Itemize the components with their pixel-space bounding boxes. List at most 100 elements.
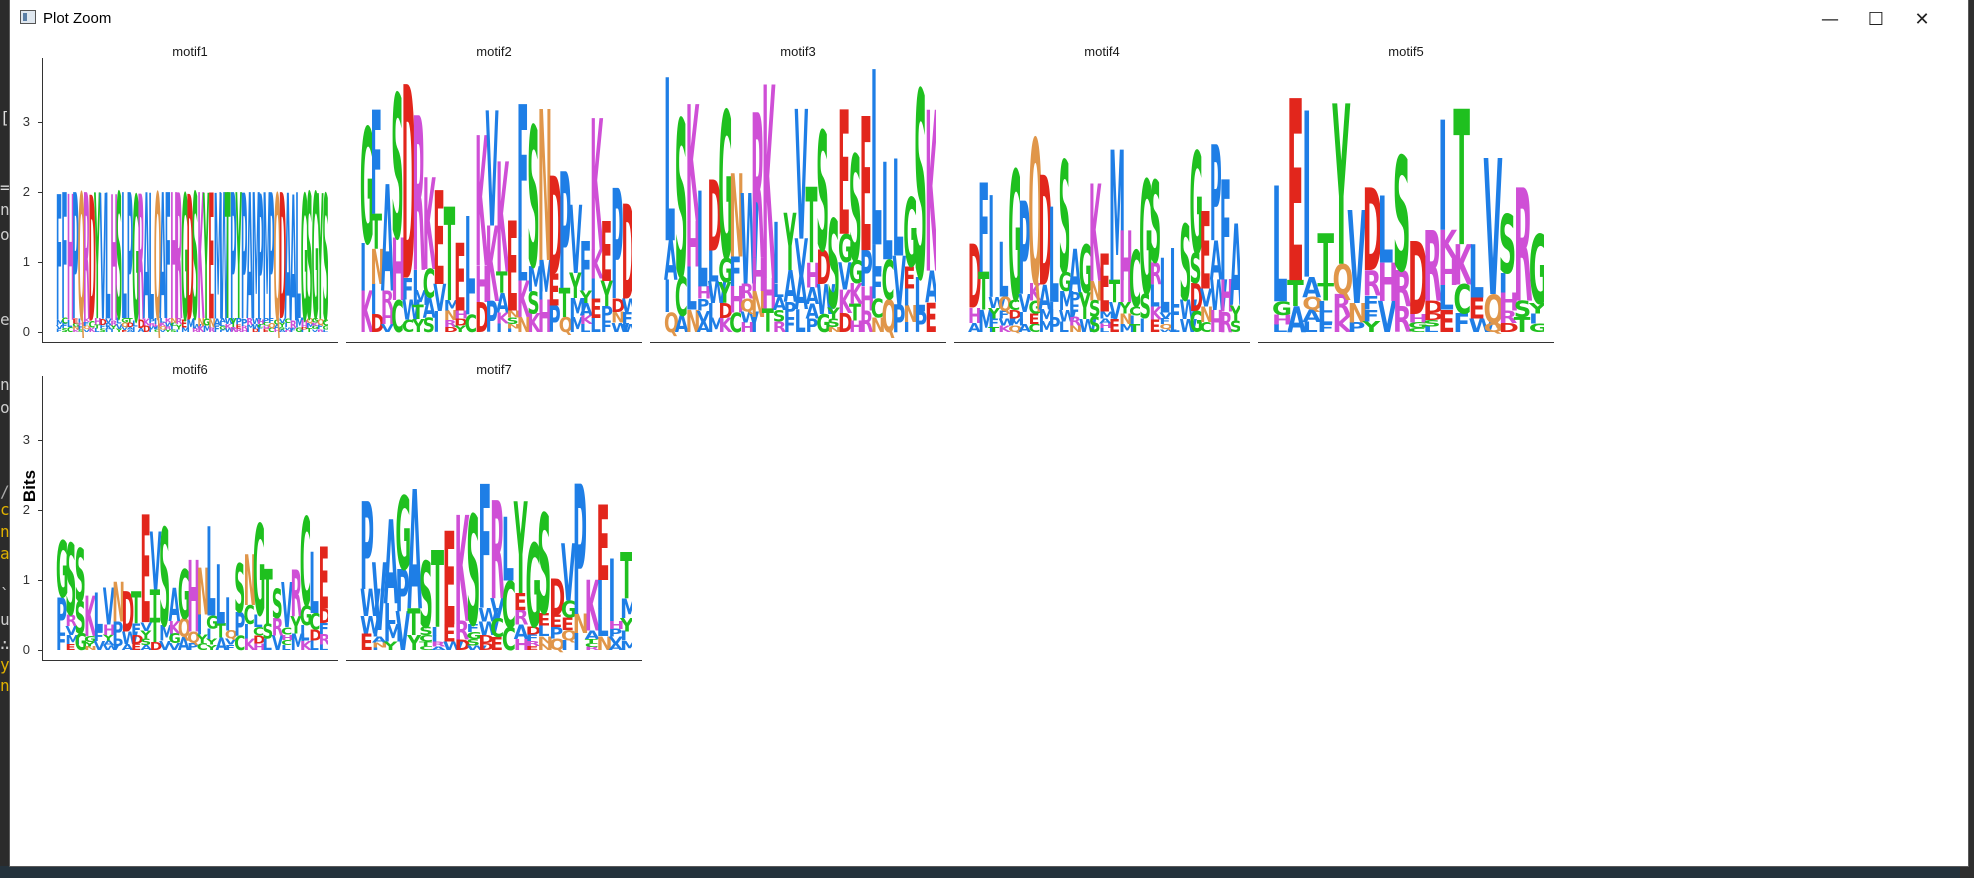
logo-letter: H (860, 280, 875, 319)
logo-letter: K (300, 639, 313, 654)
logo-letter: Y (115, 328, 124, 333)
logo-letter: G (1408, 321, 1428, 330)
logo-letter: W (622, 295, 632, 317)
logo-letter: N (611, 309, 625, 327)
logo-letter: A (178, 634, 190, 654)
logo-letter: K (762, 58, 776, 338)
logo-letter: L (253, 611, 263, 631)
logo-letter: E (1287, 58, 1304, 338)
logo-letter: T (1287, 275, 1304, 316)
logo-letter: L (384, 598, 396, 631)
logo-letter: I (1529, 311, 1538, 327)
logo-letter: K (312, 321, 319, 327)
logo-letter: L (871, 237, 882, 281)
maximize-button[interactable]: ☐ (1867, 8, 1885, 30)
logo-letter: W (360, 582, 381, 625)
logo-letter: V (225, 637, 237, 646)
logo-letter: Y (203, 159, 210, 338)
logo-letter: C (234, 633, 245, 655)
logo-letter: M (384, 621, 403, 649)
logo-letter: V (140, 620, 152, 634)
logo-letter: T (150, 582, 161, 628)
logo-letter: L (1438, 279, 1454, 318)
logo-letter: N (1200, 303, 1214, 328)
logo-letter: C (89, 320, 96, 330)
logo-letter: C (1028, 322, 1040, 335)
logo-letter: P (187, 641, 198, 652)
logo-letter: W (225, 327, 235, 333)
logo-letter: K (197, 325, 204, 335)
logo-letter: I (284, 322, 288, 329)
logo-letter: V (795, 74, 809, 281)
logo-letter: F (998, 309, 1009, 321)
logo-plot-area: Bits motif1 3 2 1 0 F V M F S F C F C L H K N G E P S F H I Q V Q F K… (10, 38, 1968, 866)
logo-letter: H (686, 209, 701, 281)
y-tick-mark (38, 580, 42, 581)
logo-letter: Y (229, 316, 236, 331)
logo-letter: N (1348, 298, 1368, 329)
logo-letter: N (1119, 311, 1133, 328)
logo-letter: Q (225, 629, 238, 642)
logo-letter: P (395, 559, 409, 626)
logo-letter: F (1363, 306, 1380, 325)
logo-letter: A (215, 634, 227, 654)
minimize-button[interactable]: — (1821, 8, 1839, 30)
background-code-glyph: e (0, 310, 10, 329)
logo-letter: H (391, 221, 405, 321)
logo-letter: A (925, 262, 936, 313)
logo-letter: S (849, 127, 862, 295)
logo-letter: L (664, 58, 675, 294)
logo-letter: E (561, 615, 574, 635)
logo-letter: K (84, 584, 96, 650)
logo-letter: A (664, 231, 678, 293)
logo-letter: G (178, 555, 190, 635)
background-taskbar-strip (0, 866, 1974, 878)
logo-letter: A (795, 268, 809, 321)
logo-letter: A (1230, 202, 1240, 332)
logo-letter: P (127, 158, 133, 338)
close-button[interactable]: ✕ (1914, 8, 1930, 30)
logo-letter: C (585, 642, 599, 648)
logo-letter: I (257, 329, 260, 333)
logo-letter: M (187, 317, 196, 332)
title-bar[interactable]: Plot Zoom — ☐ ✕ (10, 0, 1968, 38)
logo-letter: E (1200, 189, 1211, 313)
logo-letter: S (78, 329, 85, 333)
logo-letter: H (103, 622, 116, 639)
logo-letter: T (431, 530, 444, 652)
logo-letter: S (773, 306, 786, 325)
logo-letter: Y (175, 323, 183, 331)
logo-letter: I (431, 635, 438, 643)
logo-letter: P (892, 297, 905, 338)
logo-letter: V (486, 81, 499, 264)
logo-letter: L (686, 257, 697, 325)
logo-letter: M (290, 629, 305, 656)
logo-letter: R (272, 613, 284, 642)
logo-letter: W (103, 644, 120, 652)
background-code-glyph: n (0, 522, 10, 541)
logo-letter: Q (268, 322, 276, 330)
logo-letter: T (496, 266, 508, 300)
logo-letter: R (290, 558, 302, 632)
logo-letter: I (197, 623, 203, 638)
logo-letter: T (978, 262, 989, 323)
logo-letter: I (170, 326, 173, 331)
logo-letter: R (455, 617, 470, 646)
logo-letter: T (988, 326, 1000, 334)
x-axis-line (346, 660, 642, 661)
logo-letter: E (443, 505, 456, 655)
logo-letter: A (372, 635, 388, 644)
facet-title-motif6: motif6 (172, 362, 208, 377)
logo-letter: V (116, 323, 124, 331)
logo-letter: L (580, 323, 591, 335)
logo-letter: V (312, 329, 320, 333)
sequence-logo-motif7: EWWPINAIVYMLAVPGYTACTCSSARIITWEEDRKWSGFS… (360, 448, 632, 656)
logo-letter: M (181, 326, 190, 333)
logo-letter: W (402, 295, 421, 326)
y-tick-label: 0 (22, 642, 30, 657)
logo-letter: D (1363, 166, 1383, 297)
logo-letter: I (431, 625, 438, 639)
logo-letter: S (170, 329, 177, 333)
logo-letter: A (431, 646, 446, 651)
logo-letter: R (1220, 308, 1233, 338)
